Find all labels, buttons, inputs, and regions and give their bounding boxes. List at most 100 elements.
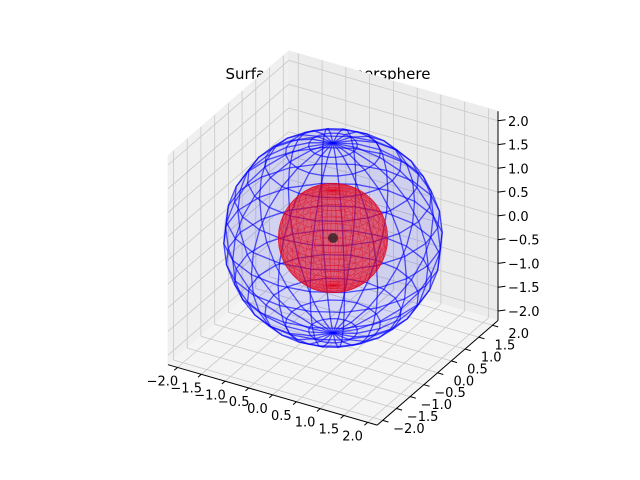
x-tick-label: 1.0 — [295, 416, 316, 431]
longitude-line — [332, 183, 353, 286]
longitude-line — [332, 190, 348, 293]
longitude-line — [281, 189, 334, 286]
longitude-line — [296, 186, 334, 286]
longitude-line — [332, 142, 443, 334]
z-tick-mark — [497, 309, 506, 312]
longitude-line — [332, 142, 379, 347]
x-tick-label: 0.5 — [271, 409, 292, 424]
longitude-line — [290, 187, 334, 286]
gridline-z-wall — [288, 83, 499, 145]
y-tick-mark — [492, 324, 499, 328]
gridline-y-floor — [255, 288, 466, 350]
longitude-line — [332, 190, 339, 294]
longitude-line — [282, 190, 334, 288]
x-tick-mark — [316, 408, 321, 412]
gridline-z-wall — [288, 60, 499, 122]
y-tick-mark — [423, 384, 430, 387]
longitude-line — [321, 190, 334, 293]
x-tick-label: −2.0 — [147, 375, 179, 390]
longitude-line — [291, 190, 334, 290]
longitude-line — [332, 142, 429, 338]
y-tick-label: 1.5 — [495, 339, 516, 354]
z-tick-mark — [497, 190, 506, 193]
z-tick-mark — [497, 261, 506, 264]
x-tick-mark — [292, 401, 297, 405]
longitude-line — [285, 188, 334, 286]
longitude-line — [223, 142, 334, 334]
y-tick-label: 1.0 — [481, 351, 502, 366]
x-tick-label: 2.0 — [342, 429, 363, 444]
gridline-z-wall — [167, 60, 290, 166]
longitude-line — [232, 142, 334, 337]
z-tick-label: 1.0 — [508, 162, 529, 177]
gridline-z-wall — [288, 155, 499, 217]
longitude-line — [332, 190, 364, 291]
y-tick-mark — [437, 372, 444, 375]
gridline-z-wall — [288, 107, 499, 169]
x-tick-mark — [221, 380, 226, 385]
longitude-line — [332, 187, 380, 286]
y-tick-label: −1.5 — [407, 410, 439, 425]
longitude-line — [318, 183, 334, 286]
longitude-line — [332, 190, 389, 286]
y-tick-label: −2.0 — [393, 422, 425, 437]
y-tick-mark — [464, 348, 471, 352]
y-tick-label: −0.5 — [434, 386, 466, 401]
longitude-line — [258, 133, 334, 334]
z-tick-mark — [497, 143, 506, 146]
y-tick-label: 0.5 — [467, 363, 488, 378]
gridline-x-floor — [296, 296, 418, 403]
z-tick-mark — [497, 119, 506, 122]
longitude-line — [332, 184, 361, 286]
center-point — [328, 233, 338, 243]
z-tick-label: −2.0 — [508, 305, 540, 320]
longitude-line — [286, 190, 334, 289]
longitude-line — [309, 142, 334, 348]
surface-point-2 — [328, 233, 338, 243]
z-tick-label: 2.0 — [508, 115, 529, 130]
y-tick-mark — [410, 396, 417, 399]
z-tick-mark — [497, 238, 506, 241]
longitude-line — [332, 190, 356, 292]
z-tick-label: 1.5 — [508, 139, 529, 154]
longitude-line — [277, 142, 334, 345]
longitude-line — [237, 138, 334, 334]
longitude-line — [332, 189, 387, 286]
plot-surfaces — [223, 127, 443, 349]
x-tick-label: 0.0 — [247, 402, 268, 417]
longitude-line — [332, 190, 381, 288]
gridline-x-floor — [367, 317, 489, 423]
x-tick-label: −0.5 — [218, 395, 250, 410]
x-tick-mark — [197, 373, 202, 378]
gridline-x-floor — [319, 303, 442, 409]
y-tick-label: −1.0 — [421, 398, 453, 413]
z-tick-mark — [497, 166, 506, 169]
y-tick-mark — [478, 336, 485, 340]
x-tick-mark — [173, 367, 178, 371]
longitude-line — [332, 186, 375, 286]
longitude-line — [332, 131, 389, 334]
x-tick-label: −1.5 — [170, 381, 202, 396]
y-tick-mark — [396, 408, 403, 411]
longitude-line — [313, 190, 334, 293]
longitude-line — [250, 142, 334, 341]
longitude-line — [332, 139, 434, 334]
y-tick-label: 0.0 — [453, 374, 474, 389]
gridline-y-floor — [269, 276, 479, 338]
x-tick-mark — [268, 394, 273, 399]
longitude-line — [332, 135, 416, 334]
x-tick-mark — [364, 422, 369, 426]
z-tick-label: −1.0 — [508, 257, 540, 272]
x-tick-label: −1.0 — [194, 388, 226, 403]
y-tick-label: 2.0 — [508, 327, 529, 342]
longitude-line — [305, 190, 334, 292]
x-tick-mark — [340, 415, 345, 419]
z-tick-label: 0.5 — [508, 186, 529, 201]
gridline-z-wall — [167, 131, 290, 237]
longitude-line — [277, 190, 334, 286]
z-tick-label: 0.0 — [508, 210, 529, 225]
longitude-line — [332, 188, 384, 286]
longitude-line — [332, 190, 385, 287]
longitude-line — [332, 190, 376, 289]
z-tick-label: −1.5 — [508, 281, 540, 296]
